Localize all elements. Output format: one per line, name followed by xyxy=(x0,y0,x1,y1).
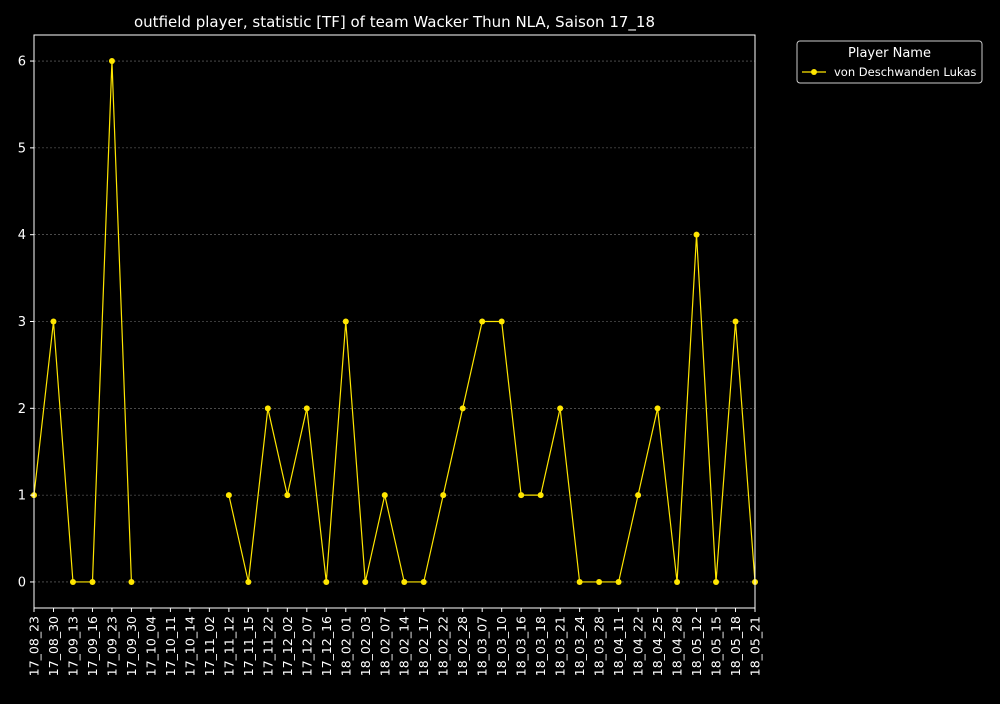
legend-box xyxy=(796,40,983,84)
x-tick-label: 17_09_30 xyxy=(124,616,139,676)
x-tick-label: 18_05_18 xyxy=(728,616,743,676)
x-tick-label: 18_03_16 xyxy=(514,616,529,676)
series-layer xyxy=(31,58,758,585)
x-tick-label: 17_09_23 xyxy=(104,616,119,676)
data-point xyxy=(381,492,388,499)
data-point xyxy=(284,492,291,499)
legend-title: Player Name xyxy=(848,46,931,61)
data-point xyxy=(674,578,681,585)
grid-lines xyxy=(34,60,755,583)
y-axis: 0 1 2 3 4 5 6 xyxy=(18,55,34,590)
data-point xyxy=(362,578,369,585)
data-point xyxy=(264,405,271,412)
x-tick-label: 18_04_11 xyxy=(611,616,626,676)
chart-title: outfield player, statistic [TF] of team … xyxy=(134,13,655,32)
x-tick-label: 17_11_15 xyxy=(241,616,256,676)
x-tick-label: 17_08_30 xyxy=(46,616,61,676)
x-tick-label: 18_03_07 xyxy=(475,616,490,676)
legend: Player Name von Deschwanden Lukas xyxy=(796,40,983,84)
data-point xyxy=(420,578,427,585)
x-tick-label: 18_02_03 xyxy=(358,616,373,676)
x-tick-label: 18_02_14 xyxy=(397,616,412,676)
x-tick-label: 17_10_11 xyxy=(163,616,178,676)
y-tick-label: 1 xyxy=(18,489,26,504)
x-tick-label: 17_12_07 xyxy=(299,616,314,676)
y-tick-label: 3 xyxy=(18,315,26,330)
y-tick-label: 2 xyxy=(18,402,26,417)
series-line xyxy=(33,61,133,583)
x-tick-label: 17_10_14 xyxy=(182,616,197,676)
x-tick-label: 17_10_04 xyxy=(143,616,158,676)
data-point xyxy=(69,578,76,585)
data-point xyxy=(50,318,57,325)
series-line xyxy=(228,234,756,583)
x-tick-label: 17_09_13 xyxy=(65,616,80,676)
data-point xyxy=(303,405,310,412)
x-tick-label: 18_03_21 xyxy=(553,616,568,676)
x-tick-label: 17_09_16 xyxy=(85,616,100,676)
legend-series-label: von Deschwanden Lukas xyxy=(834,65,976,79)
x-tick-label: 18_02_28 xyxy=(455,616,470,676)
data-point xyxy=(615,578,622,585)
x-tick-label: 18_02_01 xyxy=(338,616,353,676)
data-point xyxy=(128,578,135,585)
data-point xyxy=(89,578,96,585)
data-point xyxy=(108,58,115,65)
y-tick-label: 5 xyxy=(18,141,26,156)
x-tick-label: 18_04_25 xyxy=(650,616,665,676)
data-point xyxy=(537,492,544,499)
x-tick-label: 17_08_23 xyxy=(27,616,42,676)
data-point xyxy=(440,492,447,499)
data-point xyxy=(342,318,349,325)
x-tick-label: 17_11_22 xyxy=(260,616,275,676)
x-axis: 17_08_23 17_08_30 17_09_13 17_09_16 17_09_23… xyxy=(27,608,763,676)
x-tick-label: 18_05_21 xyxy=(748,616,763,676)
data-point xyxy=(596,578,603,585)
x-tick-label: 17_12_16 xyxy=(319,616,334,676)
x-tick-label: 18_02_07 xyxy=(377,616,392,676)
y-tick-label: 6 xyxy=(18,55,26,70)
data-point xyxy=(635,492,642,499)
data-point xyxy=(693,231,700,238)
data-point xyxy=(654,405,661,412)
data-point xyxy=(479,318,486,325)
x-tick-label: 17_11_02 xyxy=(202,616,217,676)
x-tick-label: 18_03_10 xyxy=(494,616,509,676)
data-point xyxy=(713,578,720,585)
data-point xyxy=(225,492,232,499)
x-tick-label: 18_02_22 xyxy=(436,616,451,676)
x-tick-label: 18_03_24 xyxy=(572,616,587,676)
data-point xyxy=(518,492,525,499)
x-tick-label: 18_04_22 xyxy=(631,616,646,676)
y-tick-label: 4 xyxy=(18,228,26,243)
x-tick-label: 18_05_12 xyxy=(689,616,704,676)
data-point xyxy=(732,318,739,325)
data-point xyxy=(323,578,330,585)
x-tick-label: 17_11_12 xyxy=(221,616,236,676)
x-tick-label: 17_12_02 xyxy=(280,616,295,676)
y-tick-label: 0 xyxy=(18,575,26,590)
data-point xyxy=(401,578,408,585)
x-tick-label: 18_03_18 xyxy=(533,616,548,676)
data-point xyxy=(245,578,252,585)
legend-series-marker xyxy=(811,69,817,75)
x-tick-label: 18_02_17 xyxy=(416,616,431,676)
data-point xyxy=(557,405,564,412)
x-tick-label: 18_04_28 xyxy=(670,616,685,676)
x-tick-label: 18_03_28 xyxy=(592,616,607,676)
data-point xyxy=(498,318,505,325)
x-tick-label: 18_05_15 xyxy=(709,616,724,676)
data-point xyxy=(459,405,466,412)
data-point xyxy=(576,578,583,585)
